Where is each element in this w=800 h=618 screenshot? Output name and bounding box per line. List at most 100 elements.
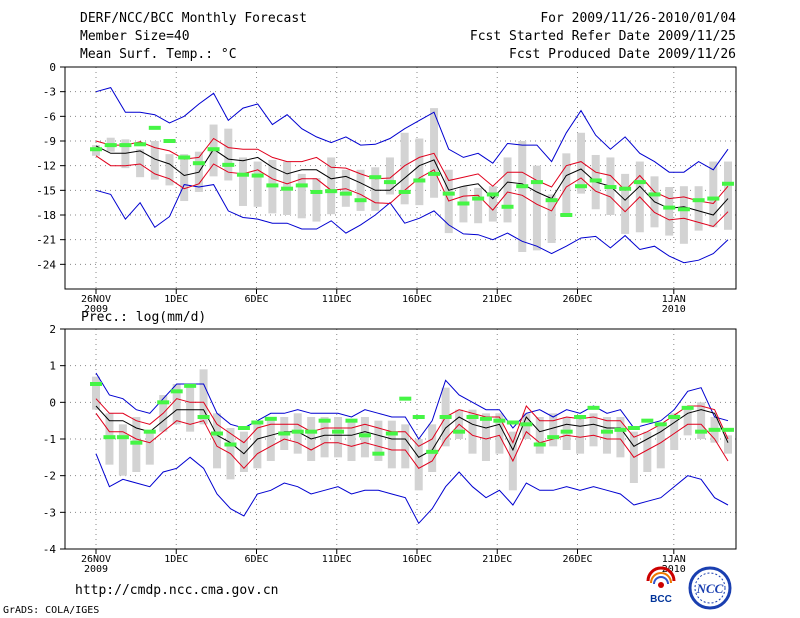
obs-marker bbox=[663, 205, 676, 210]
obs-marker bbox=[722, 181, 734, 186]
ensemble-box bbox=[414, 439, 423, 491]
ensemble-box bbox=[532, 165, 541, 251]
x-tick-label: 1JAN bbox=[662, 554, 686, 565]
ensemble-box bbox=[428, 424, 437, 472]
ensemble-box bbox=[503, 157, 512, 223]
obs-marker bbox=[143, 429, 156, 434]
ensemble-box bbox=[118, 424, 127, 476]
obs-marker bbox=[278, 431, 291, 436]
obs-marker bbox=[708, 427, 721, 432]
obs-marker bbox=[90, 147, 102, 152]
ensemble-box bbox=[165, 154, 174, 186]
y-tick-label: 2 bbox=[49, 323, 56, 336]
ensemble-box bbox=[145, 431, 154, 465]
x-tick-label: 11DEC bbox=[322, 294, 352, 305]
source-url[interactable]: http://cmdp.ncc.cma.gov.cn bbox=[75, 583, 279, 598]
ncc-logo: NCC bbox=[688, 566, 732, 610]
y-tick-label: 0 bbox=[49, 396, 56, 409]
y-tick-label: -4 bbox=[43, 543, 57, 556]
obs-marker bbox=[428, 171, 441, 176]
x-tick-label: 21DEC bbox=[482, 294, 512, 305]
obs-marker bbox=[192, 161, 205, 166]
upper-spread-line bbox=[95, 398, 729, 447]
obs-marker bbox=[339, 191, 352, 196]
ensemble-box bbox=[180, 154, 189, 202]
obs-marker bbox=[677, 207, 690, 212]
obs-marker bbox=[442, 191, 455, 196]
obs-marker bbox=[520, 422, 533, 427]
obs-marker bbox=[695, 429, 708, 434]
upper-spread-line bbox=[95, 137, 729, 205]
ensemble-box bbox=[334, 417, 343, 458]
panel-label: Prec.: log(mm/d) bbox=[81, 310, 206, 325]
obs-marker bbox=[627, 426, 640, 430]
obs-marker bbox=[197, 415, 210, 419]
ensemble-box bbox=[697, 402, 706, 439]
ensemble-box bbox=[199, 369, 208, 425]
obs-marker bbox=[385, 431, 398, 436]
chart-title: DERF/NCC/BCC Monthly Forecast bbox=[80, 11, 307, 26]
ensemble-box bbox=[602, 417, 611, 454]
x-tick-label: 26DEC bbox=[562, 554, 592, 565]
x-tick-label: 26DEC bbox=[562, 294, 592, 305]
obs-marker bbox=[426, 449, 439, 454]
x-tick-label: 6DEC bbox=[244, 294, 268, 305]
obs-marker bbox=[291, 429, 304, 434]
obs-marker bbox=[413, 178, 426, 183]
obs-marker bbox=[236, 172, 249, 177]
y-tick-label: 1 bbox=[49, 360, 56, 373]
ensemble-box bbox=[562, 153, 571, 217]
obs-marker bbox=[116, 435, 129, 440]
ensemble-box bbox=[172, 384, 181, 425]
y-tick-label: -21 bbox=[36, 234, 56, 247]
obs-marker bbox=[305, 429, 318, 434]
obs-marker bbox=[439, 415, 452, 419]
obs-marker bbox=[148, 125, 161, 130]
ensemble-box bbox=[694, 186, 703, 231]
obs-marker bbox=[119, 143, 132, 148]
obs-marker bbox=[633, 180, 646, 185]
x-tick-year: 2009 bbox=[84, 304, 108, 315]
ensemble-box bbox=[621, 173, 630, 234]
ensemble-box bbox=[670, 413, 679, 450]
ensemble-box bbox=[665, 187, 674, 236]
ensemble-box bbox=[387, 420, 396, 469]
bcc-logo: BCC bbox=[646, 566, 676, 605]
x-tick-year: 2010 bbox=[662, 304, 686, 315]
obs-marker bbox=[654, 422, 667, 427]
obs-marker bbox=[479, 416, 492, 421]
ensemble-box bbox=[577, 132, 586, 194]
ensemble-box bbox=[374, 420, 383, 461]
ncc-logo-text: NCC bbox=[696, 581, 724, 596]
ensemble-box bbox=[518, 141, 527, 252]
ensemble-box bbox=[297, 173, 306, 219]
obs-marker bbox=[222, 162, 235, 167]
obs-marker bbox=[692, 198, 705, 203]
obs-marker bbox=[266, 183, 279, 188]
obs-marker bbox=[332, 429, 345, 434]
ensemble-box bbox=[724, 435, 732, 454]
x-tick-label: 1JAN bbox=[662, 294, 686, 305]
obs-marker bbox=[103, 435, 116, 440]
obs-marker bbox=[369, 175, 382, 180]
ensemble-box bbox=[481, 413, 490, 461]
obs-marker bbox=[264, 416, 277, 421]
obs-marker bbox=[707, 196, 720, 201]
ensemble-box bbox=[616, 417, 625, 458]
ensemble-box bbox=[385, 157, 394, 195]
obs-marker bbox=[453, 429, 466, 434]
obs-marker bbox=[399, 396, 412, 401]
ensemble-box bbox=[253, 424, 262, 469]
obs-marker bbox=[354, 198, 367, 203]
lower-spread-line bbox=[95, 155, 729, 228]
y-tick-label: -2 bbox=[43, 470, 56, 483]
obs-marker bbox=[575, 184, 588, 189]
ensemble-box bbox=[495, 413, 504, 454]
x-tick-year: 2010 bbox=[662, 564, 686, 575]
obs-marker bbox=[178, 155, 191, 160]
variable-label: Mean Surf. Temp.: °C bbox=[80, 47, 237, 62]
obs-marker bbox=[574, 415, 587, 419]
ensemble-box bbox=[576, 417, 585, 454]
obs-marker bbox=[345, 418, 358, 423]
obs-marker bbox=[641, 418, 654, 423]
